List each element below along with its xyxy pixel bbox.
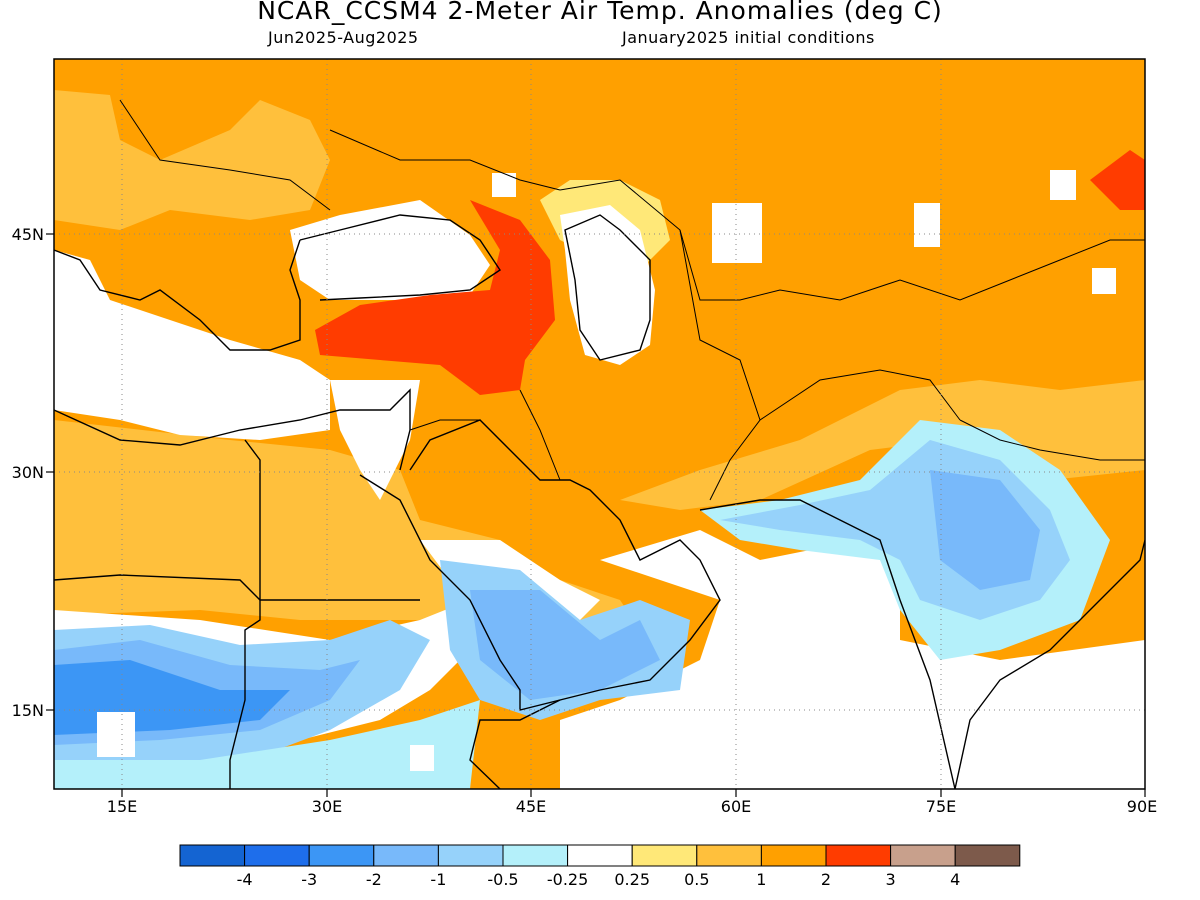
- initial-conditions: January2025 initial conditions: [622, 28, 875, 47]
- lon-axis-labels: 15E 30E 45E 60E 75E 90E: [107, 797, 1157, 816]
- lon-label: 75E: [926, 797, 956, 816]
- colorbar-swatch: [631, 844, 698, 867]
- map-frame: [53, 58, 1146, 790]
- colorbar-swatch: [890, 844, 956, 867]
- map-title: NCAR_CCSM4 2-Meter Air Temp. Anomalies (…: [257, 0, 943, 25]
- lat-label: 15N: [12, 701, 44, 720]
- lon-label: 15E: [107, 797, 137, 816]
- lat-label: 30N: [12, 463, 44, 482]
- colorbar-swatch: [179, 844, 246, 867]
- colorbar-label: 2: [821, 870, 831, 889]
- lat-axis-labels: 45N 30N 15N: [12, 225, 44, 720]
- colorbar-swatch: [696, 844, 762, 867]
- lon-label: 60E: [721, 797, 751, 816]
- anomaly-field: [54, 59, 1145, 789]
- borders: [119, 99, 1145, 501]
- lon-label: 90E: [1127, 797, 1157, 816]
- colorbar-swatch: [502, 844, 569, 867]
- forecast-period: Jun2025-Aug2025: [268, 28, 419, 47]
- colorbar-swatch: [760, 844, 827, 867]
- colorbar-label: 1: [756, 870, 766, 889]
- colorbar-swatch: [244, 844, 310, 867]
- colorbar-swatch: [954, 844, 1021, 867]
- colorbar-label: -3: [301, 870, 317, 889]
- colorbar-label: -0.5: [487, 870, 518, 889]
- coastlines: [54, 214, 1145, 789]
- lat-label: 45N: [12, 225, 44, 244]
- colorbar-label: 0.25: [614, 870, 650, 889]
- colorbar-swatch: [437, 844, 504, 867]
- colorbar-label: 0.5: [684, 870, 709, 889]
- colorbar-label: -1: [430, 870, 446, 889]
- lon-label: 45E: [516, 797, 546, 816]
- colorbar-label: -4: [237, 870, 253, 889]
- colorbar-swatch: [308, 844, 375, 867]
- colorbar-label: 3: [886, 870, 896, 889]
- colorbar: -4 -3 -2 -1 -0.5 -0.25 0.25 0.5 1 2 3 4: [179, 844, 1021, 889]
- gridlines: [54, 59, 1145, 789]
- tick-marks: [46, 233, 1146, 797]
- colorbar-swatch: [373, 844, 439, 867]
- colorbar-label: -2: [366, 870, 382, 889]
- colorbar-swatch: [567, 844, 633, 867]
- colorbar-swatch: [825, 844, 892, 867]
- lon-label: 30E: [312, 797, 342, 816]
- colorbar-label: -0.25: [547, 870, 588, 889]
- colorbar-label: 4: [950, 870, 960, 889]
